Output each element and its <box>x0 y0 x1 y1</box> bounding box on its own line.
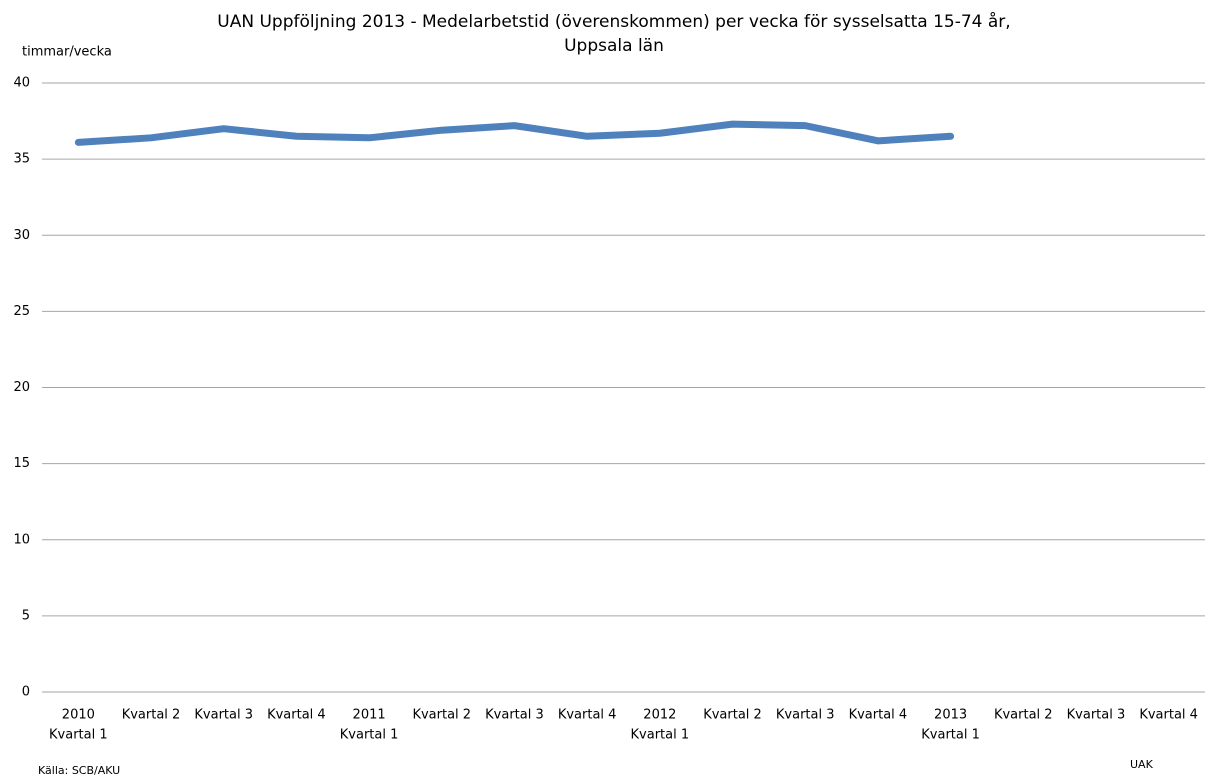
x-tick-label: Kvartal 4 <box>1139 708 1198 723</box>
x-tick-label: Kvartal 3 <box>485 708 544 723</box>
x-tick-label: Kvartal 2 <box>122 708 181 723</box>
x-tick-label: Kvartal 4 <box>558 708 617 723</box>
x-tick-label: Kvartal 1 <box>340 728 399 743</box>
x-tick-label: Kvartal 1 <box>49 728 108 743</box>
x-tick-label: 2013 <box>934 708 967 723</box>
y-tick-label: 25 <box>13 304 30 319</box>
y-tick-label: 40 <box>13 76 30 91</box>
x-tick-label: Kvartal 2 <box>412 708 471 723</box>
y-tick-label: 5 <box>22 608 30 623</box>
y-tick-label: 35 <box>13 152 30 167</box>
x-tick-label: Kvartal 4 <box>849 708 908 723</box>
chart-title: UAN Uppföljning 2013 - Medelarbetstid (ö… <box>217 11 1010 32</box>
data-line <box>74 120 955 146</box>
x-tick-label: Kvartal 4 <box>267 708 326 723</box>
x-tick-label: Kvartal 3 <box>194 708 253 723</box>
x-tick-label: 2011 <box>353 708 386 723</box>
x-tick-label: Kvartal 3 <box>1067 708 1126 723</box>
chart-title: Uppsala län <box>564 36 664 56</box>
y-tick-label: 10 <box>13 532 30 547</box>
x-tick-label: Kvartal 1 <box>921 728 980 743</box>
y-tick-label: 15 <box>13 456 30 471</box>
y-tick-label: 20 <box>13 380 30 395</box>
x-tick-label: Kvartal 2 <box>703 708 762 723</box>
x-tick-label: Kvartal 2 <box>994 708 1053 723</box>
source: Källa: SCB/AKU <box>38 764 120 777</box>
x-tick-label: 2010 <box>62 708 95 723</box>
x-tick-label: 2012 <box>643 708 676 723</box>
y-axis-label: timmar/vecka <box>22 45 112 60</box>
y-tick-label: 0 <box>22 685 30 700</box>
x-tick-label: Kvartal 3 <box>776 708 835 723</box>
x-tick-label: Kvartal 1 <box>631 728 690 743</box>
y-tick-label: 30 <box>13 228 30 243</box>
footer: UAK <box>1130 758 1154 771</box>
